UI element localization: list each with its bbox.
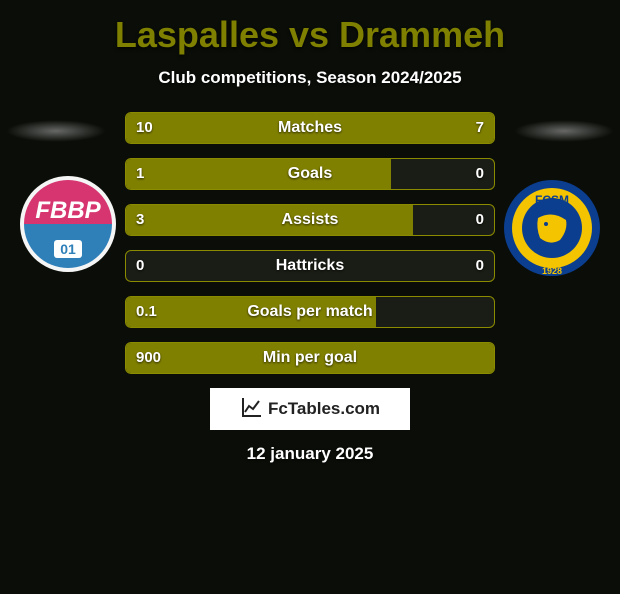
stat-label: Goals per match — [126, 297, 494, 327]
player-shadow-right — [514, 120, 614, 142]
stat-row: 10Matches7 — [125, 112, 495, 144]
svg-text:FBBP: FBBP — [35, 197, 101, 224]
stat-bars-container: 10Matches71Goals03Assists00Hattricks00.1… — [125, 112, 495, 374]
club-badge-left: FBBP 01 — [18, 174, 118, 279]
stat-label: Matches — [126, 113, 494, 143]
stat-value-right: 0 — [476, 159, 484, 189]
stat-label: Assists — [126, 205, 494, 235]
watermark-text: FcTables.com — [268, 399, 380, 419]
stat-row: 3Assists0 — [125, 204, 495, 236]
stat-value-right: 0 — [476, 251, 484, 281]
svg-text:01: 01 — [60, 241, 76, 257]
stat-row: 0Hattricks0 — [125, 250, 495, 282]
chart-icon — [240, 395, 264, 424]
stat-value-right: 7 — [476, 113, 484, 143]
stat-value-right: 0 — [476, 205, 484, 235]
stat-label: Hattricks — [126, 251, 494, 281]
stat-label: Min per goal — [126, 343, 494, 373]
date: 12 january 2025 — [0, 444, 620, 464]
club-badge-right: FCSM 1928 — [502, 174, 602, 287]
stat-row: 0.1Goals per match — [125, 296, 495, 328]
page-title: Laspalles vs Drammeh — [0, 14, 620, 56]
player-shadow-left — [6, 120, 106, 142]
stat-row: 900Min per goal — [125, 342, 495, 374]
svg-text:1928: 1928 — [542, 266, 562, 276]
stat-row: 1Goals0 — [125, 158, 495, 190]
svg-text:FCSM: FCSM — [535, 193, 569, 207]
watermark: FcTables.com — [210, 388, 410, 430]
subtitle: Club competitions, Season 2024/2025 — [0, 68, 620, 88]
stat-label: Goals — [126, 159, 494, 189]
comparison-block: FBBP 01 FCSM 1928 10Matches7 1Goals0 3Assi… — [0, 112, 620, 374]
